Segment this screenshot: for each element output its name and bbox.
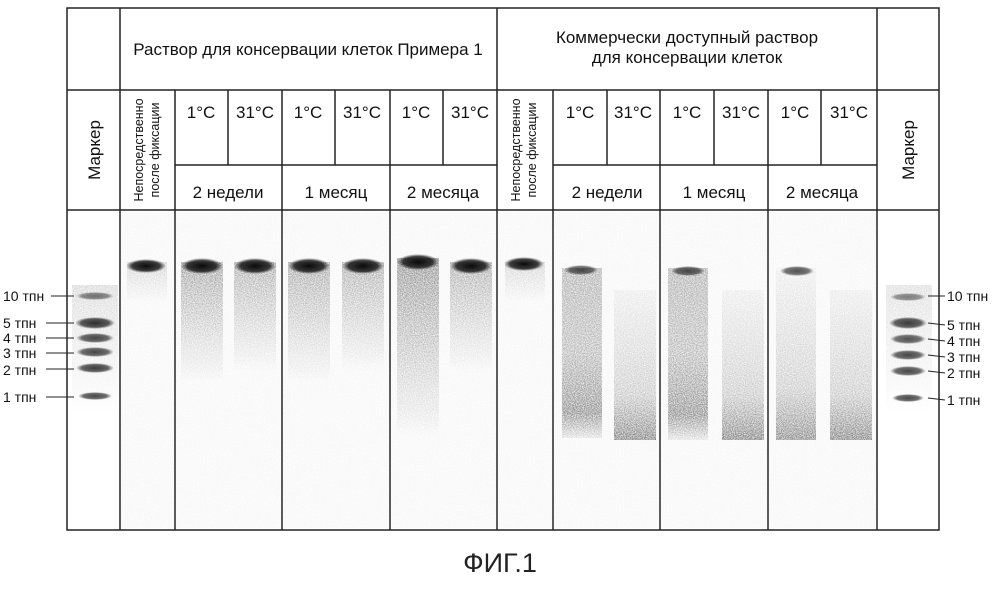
group-header-commercial-line2: для консервации клеток <box>592 48 783 67</box>
group-header-example1: Раствор для консервации клеток Примера 1 <box>133 40 482 59</box>
size-label: 2 тпн <box>947 365 980 381</box>
lane-immediate-example1 <box>126 259 167 302</box>
temp-cell: 1°C <box>781 103 810 122</box>
size-label: 2 тпн <box>3 362 36 378</box>
size-label: 5 тпн <box>3 315 36 331</box>
temp-cell: 31°C <box>722 103 760 122</box>
temp-cell: 31°C <box>830 103 868 122</box>
temp-cell: 1°C <box>402 103 431 122</box>
size-label: 3 тпн <box>947 349 980 365</box>
temp-cell: 1°C <box>566 103 595 122</box>
svg-text:после фиксации: после фиксации <box>148 103 162 198</box>
period-cell: 2 месяца <box>786 183 859 202</box>
temp-cell: 31°C <box>236 103 274 122</box>
lane-immediate-commercial <box>504 257 545 302</box>
period-cell: 2 недели <box>572 183 643 202</box>
size-label: 10 тпн <box>3 288 44 304</box>
immediate-header-left: Непосредственно после фиксации <box>132 98 162 201</box>
marker-ladder-right <box>886 285 932 415</box>
figure-caption: ФИГ.1 <box>0 548 1000 579</box>
marker-ladder-left <box>72 285 118 415</box>
group-header-commercial-line1: Коммерчески доступный раствор <box>556 28 818 47</box>
gel-image <box>72 212 932 528</box>
size-label: 3 тпн <box>3 345 36 361</box>
size-labels-right: 10 тпн 5 тпн 4 тпн 3 тпн 2 тпн 1 тпн <box>928 288 988 408</box>
svg-text:Непосредственно: Непосредственно <box>509 98 523 201</box>
temp-cell: 1°C <box>673 103 702 122</box>
size-label: 10 тпн <box>947 288 988 304</box>
temp-cell: 1°C <box>187 103 216 122</box>
period-cell: 2 месяца <box>407 183 480 202</box>
marker-header-right: Маркер <box>899 120 918 180</box>
immediate-header-right: Непосредственно после фиксации <box>509 98 539 201</box>
size-label: 4 тпн <box>947 333 980 349</box>
temp-cell: 31°C <box>343 103 381 122</box>
period-cell: 1 месяц <box>305 183 368 202</box>
size-labels-left: 10 тпн 5 тпн 4 тпн 3 тпн 2 тпн 1 тпн <box>3 288 74 405</box>
size-label: 1 тпн <box>3 389 36 405</box>
period-cell: 1 месяц <box>683 183 746 202</box>
size-label: 4 тпн <box>3 330 36 346</box>
marker-header-left: Маркер <box>85 120 104 180</box>
temp-cell: 31°C <box>451 103 489 122</box>
period-cell: 2 недели <box>193 183 264 202</box>
temp-cell: 31°C <box>614 103 652 122</box>
size-label: 5 тпн <box>947 317 980 333</box>
size-label: 1 тпн <box>947 392 980 408</box>
svg-text:Непосредственно: Непосредственно <box>132 98 146 201</box>
svg-text:после фиксации: после фиксации <box>525 103 539 198</box>
temp-cell: 1°C <box>294 103 323 122</box>
